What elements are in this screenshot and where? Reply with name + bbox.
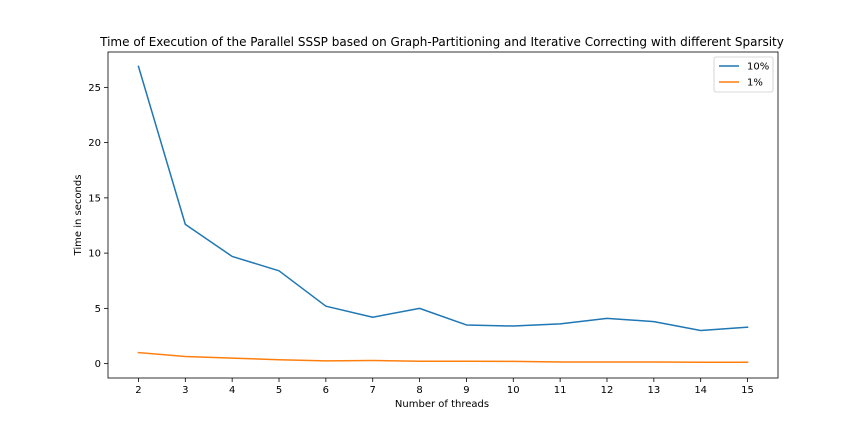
y-axis-label: Time in seconds bbox=[73, 175, 84, 257]
x-tick-label: 7 bbox=[370, 385, 376, 396]
plot-frame bbox=[107, 51, 779, 379]
x-axis-label: Number of threads bbox=[395, 399, 489, 410]
x-tick-label: 14 bbox=[694, 385, 707, 396]
chart-title: Time of Execution of the Parallel SSSP b… bbox=[99, 35, 784, 49]
x-tick-label: 15 bbox=[741, 385, 754, 396]
legend-label-2: 1% bbox=[747, 78, 763, 89]
y-tick-label: 0 bbox=[95, 359, 101, 370]
legend-label-1: 10% bbox=[747, 62, 769, 73]
x-tick-label: 11 bbox=[554, 385, 567, 396]
x-tick-label: 6 bbox=[323, 385, 329, 396]
y-tick-label: 25 bbox=[88, 83, 101, 94]
x-tick-label: 12 bbox=[601, 385, 614, 396]
y-tick-label: 15 bbox=[88, 193, 101, 204]
x-tick-label: 10 bbox=[507, 385, 520, 396]
x-tick-label: 13 bbox=[647, 385, 660, 396]
y-tick-label: 5 bbox=[95, 304, 101, 315]
x-tick-label: 3 bbox=[182, 385, 188, 396]
x-tick-label: 5 bbox=[276, 385, 282, 396]
y-tick-label: 10 bbox=[88, 249, 101, 260]
x-tick-label: 2 bbox=[135, 385, 141, 396]
x-tick-label: 8 bbox=[416, 385, 422, 396]
plot-area: 2 3 4 5 6 7 8 9 10 11 12 13 14 15 0 5 10 15 20 25 10% 1% bbox=[88, 51, 779, 396]
y-tick-label: 20 bbox=[88, 138, 101, 149]
x-tick-label: 4 bbox=[229, 385, 235, 396]
series-line-2 bbox=[137, 351, 749, 364]
series-line-1 bbox=[137, 65, 749, 332]
x-tick-label: 9 bbox=[463, 385, 469, 396]
